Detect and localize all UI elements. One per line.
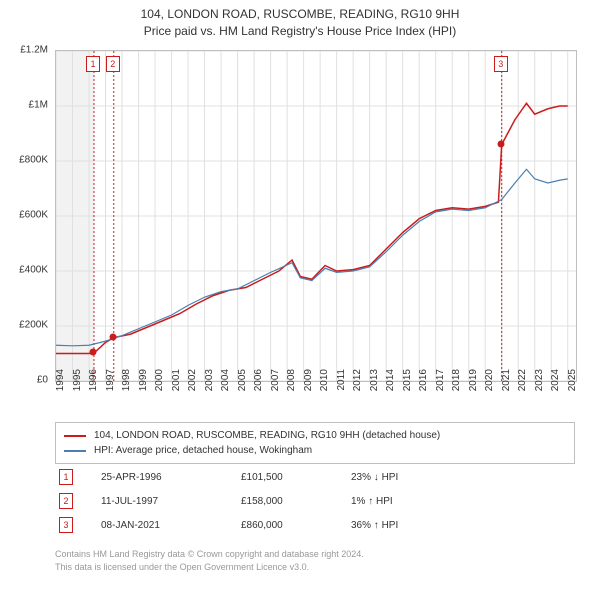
legend: 104, LONDON ROAD, RUSCOMBE, READING, RG1…: [55, 422, 575, 464]
title-line-2: Price paid vs. HM Land Registry's House …: [0, 23, 600, 40]
x-tick-label: 2006: [253, 369, 264, 399]
chart-marker-box: 3: [494, 56, 508, 72]
chart-marker-box: 1: [86, 56, 100, 72]
sales-marker-icon: 1: [59, 469, 73, 485]
sales-price: £860,000: [241, 520, 351, 531]
sales-row: 1 25-APR-1996 £101,500 23% ↓ HPI: [55, 465, 575, 489]
footer-line-2: This data is licensed under the Open Gov…: [55, 561, 364, 574]
legend-label-property: 104, LONDON ROAD, RUSCOMBE, READING, RG1…: [94, 428, 440, 443]
x-tick-label: 2011: [336, 369, 347, 399]
x-tick-label: 2008: [286, 369, 297, 399]
x-tick-label: 1998: [121, 369, 132, 399]
sales-table: 1 25-APR-1996 £101,500 23% ↓ HPI 2 11-JU…: [55, 465, 575, 537]
sales-date: 25-APR-1996: [101, 472, 241, 483]
y-tick-label: £0: [3, 375, 48, 386]
page-root: 104, LONDON ROAD, RUSCOMBE, READING, RG1…: [0, 0, 600, 590]
x-tick-label: 2010: [319, 369, 330, 399]
legend-label-hpi: HPI: Average price, detached house, Woki…: [94, 443, 312, 458]
x-tick-label: 2014: [385, 369, 396, 399]
x-tick-label: 2013: [369, 369, 380, 399]
x-tick-label: 2009: [303, 369, 314, 399]
x-tick-label: 2025: [567, 369, 578, 399]
x-tick-label: 1997: [105, 369, 116, 399]
x-tick-label: 2017: [435, 369, 446, 399]
y-tick-label: £800K: [3, 155, 48, 166]
legend-swatch-hpi: [64, 450, 86, 452]
sale-point-marker: [109, 333, 116, 340]
sales-row: 3 08-JAN-2021 £860,000 36% ↑ HPI: [55, 513, 575, 537]
x-tick-label: 2001: [171, 369, 182, 399]
x-tick-label: 2018: [451, 369, 462, 399]
y-tick-label: £400K: [3, 265, 48, 276]
x-tick-label: 2019: [468, 369, 479, 399]
sales-date: 11-JUL-1997: [101, 496, 241, 507]
sales-price: £101,500: [241, 472, 351, 483]
legend-row-property: 104, LONDON ROAD, RUSCOMBE, READING, RG1…: [64, 428, 566, 443]
sale-point-marker: [89, 349, 96, 356]
legend-row-hpi: HPI: Average price, detached house, Woki…: [64, 443, 566, 458]
chart-plot-area: [55, 50, 577, 382]
x-tick-label: 2016: [418, 369, 429, 399]
y-tick-label: £1M: [3, 100, 48, 111]
x-tick-label: 2004: [220, 369, 231, 399]
sales-diff: 36% ↑ HPI: [351, 520, 471, 531]
title-line-1: 104, LONDON ROAD, RUSCOMBE, READING, RG1…: [0, 6, 600, 23]
x-tick-label: 2022: [517, 369, 528, 399]
sales-diff: 23% ↓ HPI: [351, 472, 471, 483]
x-tick-label: 1995: [72, 369, 83, 399]
x-tick-label: 2007: [270, 369, 281, 399]
x-tick-label: 2015: [402, 369, 413, 399]
sales-marker-icon: 2: [59, 493, 73, 509]
footer-line-1: Contains HM Land Registry data © Crown c…: [55, 548, 364, 561]
legend-swatch-property: [64, 435, 86, 437]
x-tick-label: 2002: [187, 369, 198, 399]
x-tick-label: 1994: [55, 369, 66, 399]
y-tick-label: £200K: [3, 320, 48, 331]
x-tick-label: 2005: [237, 369, 248, 399]
x-tick-label: 2024: [550, 369, 561, 399]
sales-diff: 1% ↑ HPI: [351, 496, 471, 507]
x-tick-label: 2003: [204, 369, 215, 399]
x-tick-label: 2012: [352, 369, 363, 399]
sales-price: £158,000: [241, 496, 351, 507]
sales-row: 2 11-JUL-1997 £158,000 1% ↑ HPI: [55, 489, 575, 513]
sales-marker-icon: 3: [59, 517, 73, 533]
chart-title: 104, LONDON ROAD, RUSCOMBE, READING, RG1…: [0, 0, 600, 40]
x-tick-label: 1996: [88, 369, 99, 399]
chart-marker-box: 2: [106, 56, 120, 72]
x-tick-label: 2021: [501, 369, 512, 399]
y-tick-label: £1.2M: [3, 45, 48, 56]
chart-svg: [56, 51, 576, 381]
sale-point-marker: [497, 140, 504, 147]
x-tick-label: 2000: [154, 369, 165, 399]
y-tick-label: £600K: [3, 210, 48, 221]
footer-attribution: Contains HM Land Registry data © Crown c…: [55, 548, 364, 573]
sales-date: 08-JAN-2021: [101, 520, 241, 531]
x-tick-label: 1999: [138, 369, 149, 399]
x-tick-label: 2023: [534, 369, 545, 399]
x-tick-label: 2020: [484, 369, 495, 399]
